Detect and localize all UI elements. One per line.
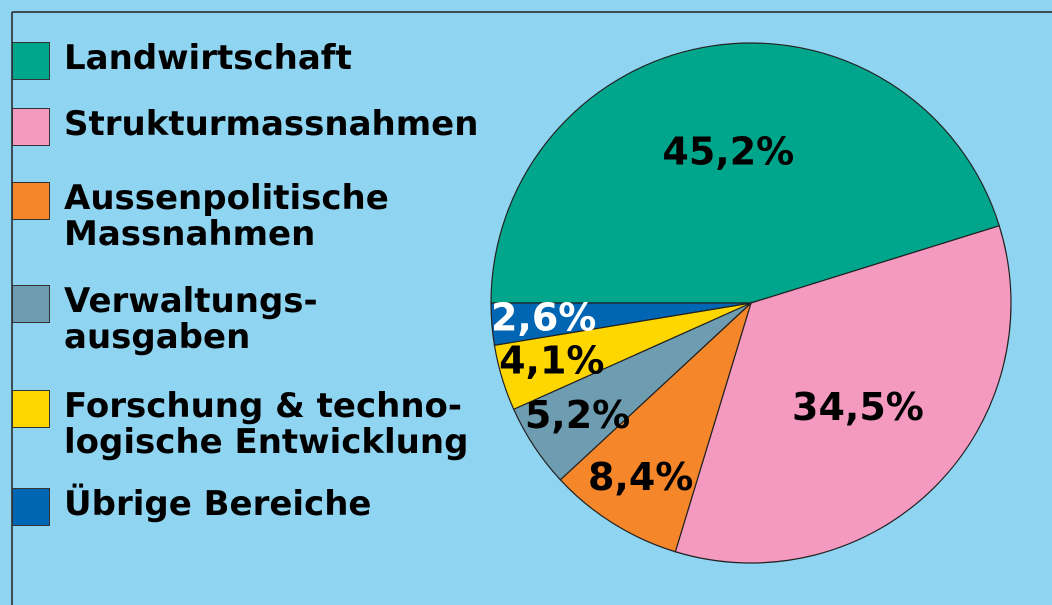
legend-label: Aussenpolitische Massnahmen <box>64 178 389 254</box>
legend-swatch <box>12 182 50 220</box>
legend-swatch <box>12 42 50 80</box>
legend-swatch <box>12 285 50 323</box>
data-label: 4,1% <box>499 338 604 382</box>
pie-slice <box>490 42 1001 304</box>
legend-label: Forschung & techno- logische Entwicklung <box>64 386 469 462</box>
data-label: 2,6% <box>491 295 596 339</box>
data-label: 45,2% <box>662 129 794 173</box>
legend-swatch <box>12 390 50 428</box>
data-label: 5,2% <box>525 393 630 437</box>
pie-slice <box>490 302 752 346</box>
pie-slice <box>559 301 753 553</box>
legend-label: Verwaltungs- ausgaben <box>64 281 318 357</box>
pie-slice <box>674 225 1012 564</box>
legend-label: Strukturmassnahmen <box>64 104 479 144</box>
data-label: 8,4% <box>588 455 693 499</box>
legend-swatch <box>12 108 50 146</box>
data-label: 34,5% <box>792 385 924 429</box>
legend-label: Landwirtschaft <box>64 38 352 78</box>
legend-label: Übrige Bereiche <box>64 484 372 524</box>
legend-swatch <box>12 488 50 526</box>
